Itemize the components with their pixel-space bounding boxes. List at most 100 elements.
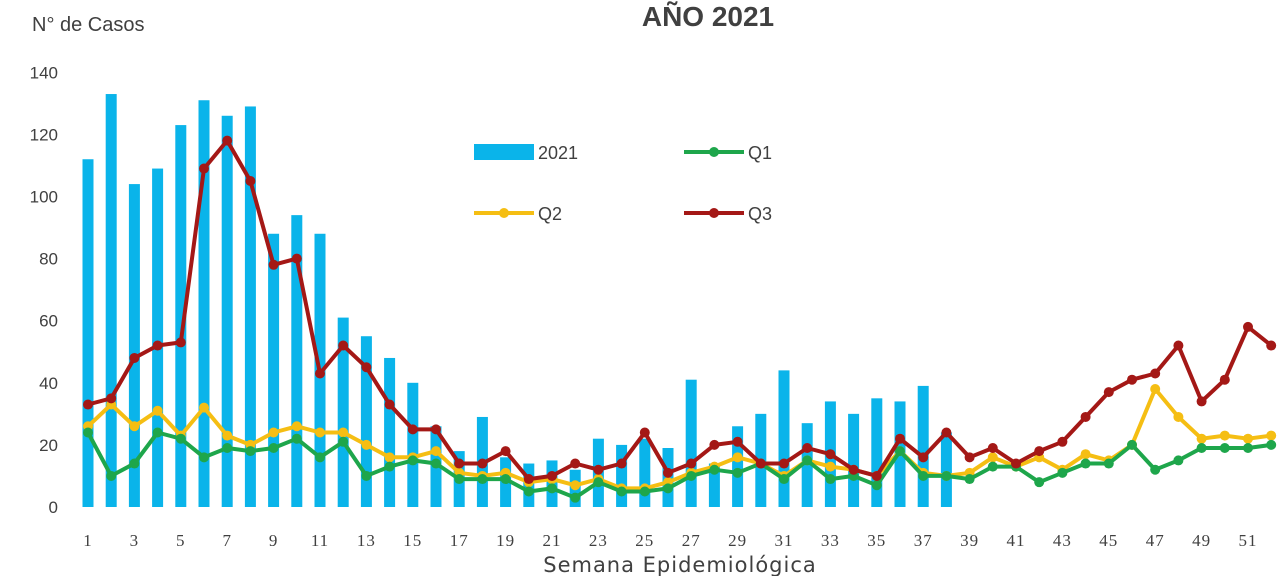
point-q2-week-33 (825, 461, 836, 472)
point-q1-week-2 (106, 470, 117, 481)
legend-marker-q2 (499, 208, 509, 218)
point-q1-week-22 (570, 492, 581, 503)
point-q1-week-43 (1057, 467, 1068, 478)
y-tick-label: 60 (39, 312, 58, 331)
point-q2-week-3 (129, 421, 140, 432)
point-q3-week-22 (570, 458, 581, 469)
x-tick-label: 19 (496, 531, 515, 550)
point-q3-week-23 (593, 464, 604, 475)
point-q1-week-26 (663, 483, 673, 494)
legend-marker-q3 (709, 208, 719, 218)
point-q1-week-23 (593, 477, 604, 488)
point-q1-week-18 (477, 474, 488, 485)
point-q3-week-34 (848, 464, 859, 475)
point-q1-week-27 (686, 470, 697, 481)
point-q3-week-29 (732, 436, 743, 447)
point-q3-week-52 (1266, 340, 1277, 351)
y-tick-label: 20 (39, 436, 58, 455)
legend-label-q1: Q1 (748, 143, 772, 163)
legend-swatch-2021 (474, 144, 534, 160)
point-q3-week-12 (338, 340, 349, 351)
point-q3-week-28 (709, 439, 720, 450)
point-q1-week-49 (1196, 443, 1207, 454)
point-q3-week-27 (686, 458, 697, 469)
x-tick-label: 37 (914, 531, 933, 550)
point-q1-week-42 (1034, 477, 1045, 488)
point-q1-week-14 (384, 461, 395, 472)
x-tick-label: 31 (775, 531, 794, 550)
legend-marker-q1 (709, 147, 719, 157)
point-q3-week-19 (500, 446, 511, 457)
point-q3-week-51 (1243, 321, 1253, 332)
point-q2-week-47 (1150, 384, 1161, 395)
point-q3-week-7 (222, 135, 233, 146)
point-q3-week-2 (106, 393, 117, 404)
point-q3-week-43 (1057, 436, 1068, 447)
bar-2021-week-37 (917, 385, 929, 507)
point-q3-week-44 (1080, 411, 1091, 422)
x-tick-label: 17 (450, 531, 469, 550)
point-q2-week-14 (384, 452, 395, 463)
point-q1-week-12 (338, 436, 349, 447)
point-q1-week-31 (779, 474, 789, 485)
point-q1-week-39 (964, 474, 975, 485)
point-q1-week-4 (152, 427, 163, 438)
point-q2-week-40 (987, 452, 998, 463)
bar-2021-week-4 (152, 168, 164, 507)
point-q3-week-40 (987, 443, 998, 454)
x-tick-label: 43 (1053, 531, 1072, 550)
bar-2021-week-31 (778, 370, 790, 507)
x-tick-label: 39 (960, 531, 979, 550)
legend: 2021 Q1 Q2 Q3 (474, 143, 772, 224)
point-q3-week-18 (477, 458, 488, 469)
point-q3-week-47 (1150, 368, 1161, 379)
point-q1-week-45 (1103, 458, 1114, 469)
point-q1-week-8 (245, 446, 256, 457)
point-q1-week-28 (709, 464, 720, 475)
point-q3-week-46 (1127, 374, 1137, 385)
point-q3-week-20 (523, 474, 534, 485)
point-q3-week-35 (871, 470, 882, 481)
point-q3-week-36 (895, 433, 905, 444)
point-q1-week-17 (454, 474, 465, 485)
point-q1-week-37 (918, 470, 929, 481)
line-q2 (86, 387, 1272, 491)
point-q3-week-9 (268, 259, 279, 270)
point-q1-week-6 (199, 452, 209, 463)
point-q2-week-16 (431, 446, 441, 457)
bar-2021-week-14 (384, 357, 396, 507)
point-q1-week-5 (175, 433, 186, 444)
line-q3 (87, 138, 1273, 482)
y-tick-label: 80 (39, 250, 58, 269)
point-q2-week-48 (1173, 411, 1184, 422)
bar-2021-week-38 (940, 432, 952, 507)
bar-2021-week-29 (732, 426, 744, 507)
bar-2021-week-2 (105, 94, 117, 507)
point-q2-week-44 (1080, 449, 1091, 460)
line-q1 (86, 430, 1272, 500)
point-q3-week-31 (779, 458, 789, 469)
point-q3-week-49 (1196, 396, 1207, 407)
y-axis-label: N° de Casos (32, 14, 145, 36)
bar-2021-week-28 (708, 463, 720, 507)
bar-2021-week-34 (848, 413, 860, 507)
point-q3-week-13 (361, 362, 372, 373)
x-tick-label: 11 (311, 531, 329, 550)
bar-2021-week-25 (639, 438, 651, 507)
point-q2-week-22 (570, 480, 581, 491)
point-q2-week-50 (1219, 430, 1230, 441)
point-q3-week-4 (152, 340, 163, 351)
x-tick-label: 35 (867, 531, 886, 550)
y-tick-label: 40 (39, 374, 58, 393)
legend-label-q3: Q3 (748, 204, 772, 224)
point-q1-week-35 (871, 480, 882, 491)
point-q3-week-6 (199, 163, 209, 174)
point-q3-week-39 (964, 452, 975, 463)
y-tick-label: 120 (30, 125, 58, 144)
bar-2021-week-13 (360, 336, 372, 507)
point-q1-week-15 (407, 455, 418, 466)
x-tick-label: 7 (222, 531, 232, 550)
point-q3-week-15 (407, 424, 418, 435)
y-tick-label: 140 (30, 63, 58, 82)
